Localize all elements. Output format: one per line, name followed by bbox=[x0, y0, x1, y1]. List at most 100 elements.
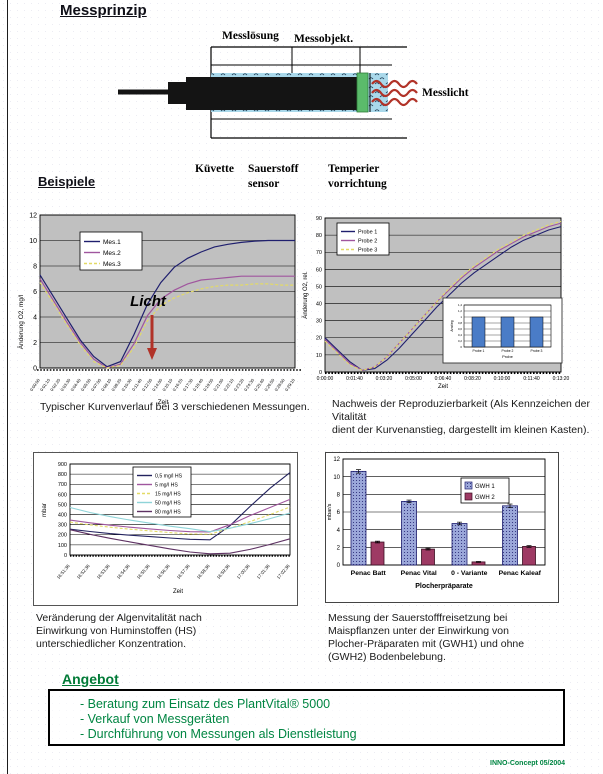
svg-text:mbar: mbar bbox=[42, 503, 48, 517]
svg-text:0:05:00: 0:05:00 bbox=[405, 376, 422, 382]
svg-text:2: 2 bbox=[33, 340, 37, 347]
svg-text:10: 10 bbox=[316, 353, 322, 359]
svg-text:0,6: 0,6 bbox=[458, 327, 462, 331]
caption-chart-c: Veränderung der Algenvitalität nach Einw… bbox=[36, 612, 202, 650]
svg-text:Änderung O2, rel.: Änderung O2, rel. bbox=[302, 271, 309, 319]
messprinzip-diagram: Messlösung Messobjekt. Messlicht Küvette… bbox=[118, 30, 469, 190]
svg-text:15 mg/l HS: 15 mg/l HS bbox=[155, 491, 181, 497]
svg-text:GWH 1: GWH 1 bbox=[475, 484, 495, 490]
chart-sauerstofffreisetzung: 0 2 4 6 8 10 12 mbar/s Penac Batt Penac Vital 0 - … bbox=[325, 452, 559, 603]
svg-text:800: 800 bbox=[58, 472, 67, 478]
svg-text:0,8: 0,8 bbox=[458, 321, 462, 325]
page-title: Messprinzip bbox=[60, 2, 147, 19]
label-temperier-1: Temperier bbox=[328, 163, 379, 175]
svg-text:4: 4 bbox=[337, 528, 341, 534]
svg-text:Anstieg: Anstieg bbox=[450, 320, 454, 331]
svg-text:0:10:00: 0:10:00 bbox=[494, 376, 511, 382]
footer-company: INNO-Concept 05/2004 bbox=[490, 760, 566, 767]
svg-text:0:06:40: 0:06:40 bbox=[435, 376, 452, 382]
svg-text:Zeit: Zeit bbox=[438, 384, 448, 390]
svg-text:Änderung O2, mg/l: Änderung O2, mg/l bbox=[17, 294, 25, 349]
svg-text:40: 40 bbox=[316, 301, 322, 307]
beispiele-heading: Beispiele bbox=[38, 174, 96, 189]
svg-text:6: 6 bbox=[33, 289, 37, 296]
svg-text:Licht: Licht bbox=[130, 293, 167, 310]
svg-text:6: 6 bbox=[337, 510, 341, 516]
svg-text:0:11:40: 0:11:40 bbox=[523, 376, 540, 382]
svg-text:Zeit: Zeit bbox=[158, 399, 169, 406]
svg-text:2: 2 bbox=[337, 545, 341, 551]
svg-text:50 mg/l HS: 50 mg/l HS bbox=[155, 500, 181, 506]
svg-text:mbar/s: mbar/s bbox=[327, 503, 333, 520]
svg-text:0: 0 bbox=[64, 553, 67, 559]
svg-text:Probe 2: Probe 2 bbox=[358, 238, 377, 244]
chart-algenvitalitaet: 0 100 200 300 400 500 600 700 800 900 mbar 0,5 mg/l… bbox=[33, 452, 298, 606]
svg-text:Penac Kaleaf: Penac Kaleaf bbox=[499, 570, 542, 577]
svg-text:10: 10 bbox=[29, 238, 37, 245]
svg-text:Probe: Probe bbox=[502, 354, 513, 359]
messlicht-waves bbox=[371, 79, 418, 107]
svg-text:12: 12 bbox=[29, 212, 37, 219]
svg-text:30: 30 bbox=[316, 319, 322, 325]
angebot-heading: Angebot bbox=[62, 671, 119, 687]
svg-text:0,5 mg/l HS: 0,5 mg/l HS bbox=[155, 473, 183, 479]
svg-text:Probe 1: Probe 1 bbox=[358, 229, 377, 235]
svg-text:200: 200 bbox=[58, 533, 67, 539]
svg-text:20: 20 bbox=[316, 336, 322, 342]
label-messobjekt: Messobjekt. bbox=[294, 33, 353, 45]
svg-text:0: 0 bbox=[337, 563, 341, 569]
caption-chart-a: Typischer Kurvenverlauf bei 3 verschiede… bbox=[40, 401, 310, 413]
svg-text:0:03:20: 0:03:20 bbox=[376, 376, 393, 382]
svg-text:0,2: 0,2 bbox=[458, 339, 462, 343]
label-messlicht: Messlicht bbox=[422, 87, 469, 99]
svg-text:Zeit: Zeit bbox=[173, 589, 183, 595]
svg-text:500: 500 bbox=[58, 502, 67, 508]
label-temperier-2: vorrichtung bbox=[328, 178, 387, 190]
svg-text:8: 8 bbox=[337, 492, 341, 498]
svg-text:12: 12 bbox=[333, 457, 340, 463]
svg-text:0: 0 bbox=[33, 365, 37, 372]
chart-kurvenverlauf: 0 2 4 6 8 10 12 Änderung O2, mg/l Mes.1 Mes.2 Mes.… bbox=[17, 212, 302, 406]
svg-text:1: 1 bbox=[460, 315, 462, 319]
svg-text:600: 600 bbox=[58, 492, 67, 498]
svg-text:400: 400 bbox=[58, 512, 67, 518]
svg-text:0:01:40: 0:01:40 bbox=[346, 376, 363, 382]
svg-text:1,4: 1,4 bbox=[458, 303, 462, 307]
svg-text:0:13:20: 0:13:20 bbox=[553, 376, 570, 382]
svg-text:Penac Vital: Penac Vital bbox=[401, 570, 437, 577]
svg-text:100: 100 bbox=[58, 543, 67, 549]
svg-text:Probe 3: Probe 3 bbox=[531, 349, 543, 353]
label-sauerstoff-2: sensor bbox=[248, 178, 279, 190]
svg-text:10: 10 bbox=[333, 475, 340, 481]
svg-text:50: 50 bbox=[316, 284, 322, 290]
label-sauerstoff-1: Sauerstoff bbox=[248, 163, 299, 175]
svg-text:1,2: 1,2 bbox=[458, 309, 462, 313]
svg-text:60: 60 bbox=[316, 267, 322, 273]
svg-text:Plocherpräparate: Plocherpräparate bbox=[415, 583, 473, 590]
svg-text:80 mg/l HS: 80 mg/l HS bbox=[155, 509, 181, 515]
svg-text:Penac Batt: Penac Batt bbox=[351, 570, 387, 577]
angebot-item: - Durchführung von Messungen als Dienstl… bbox=[80, 727, 357, 741]
caption-chart-d: Messung der Sauerstofffreisetzung bei Ma… bbox=[328, 612, 525, 663]
svg-text:5 mg/l HS: 5 mg/l HS bbox=[155, 482, 178, 488]
svg-text:700: 700 bbox=[58, 482, 67, 488]
svg-text:0 - Variante: 0 - Variante bbox=[451, 570, 487, 577]
caption-chart-b: Nachweis der Reproduzierbarkeit (Als Ken… bbox=[332, 398, 590, 436]
svg-text:300: 300 bbox=[58, 523, 67, 529]
angebot-box: - Beratung zum Einsatz des PlantVital® 5… bbox=[48, 689, 565, 746]
svg-text:GWH 2: GWH 2 bbox=[475, 495, 495, 501]
page-edge-line bbox=[7, 0, 8, 774]
svg-text:Probe 2: Probe 2 bbox=[502, 349, 514, 353]
svg-text:Mes.3: Mes.3 bbox=[103, 261, 121, 268]
svg-text:70: 70 bbox=[316, 250, 322, 256]
svg-text:80: 80 bbox=[316, 233, 322, 239]
angebot-items: - Beratung zum Einsatz des PlantVital® 5… bbox=[80, 697, 357, 742]
probe-body bbox=[118, 77, 358, 110]
svg-text:0: 0 bbox=[319, 370, 322, 376]
svg-text:0:08:20: 0:08:20 bbox=[464, 376, 481, 382]
svg-text:Probe 1: Probe 1 bbox=[473, 349, 485, 353]
label-kuevette: Küvette bbox=[195, 163, 234, 175]
svg-text:0:29:10: 0:29:10 bbox=[284, 377, 296, 392]
svg-text:4: 4 bbox=[33, 314, 37, 321]
